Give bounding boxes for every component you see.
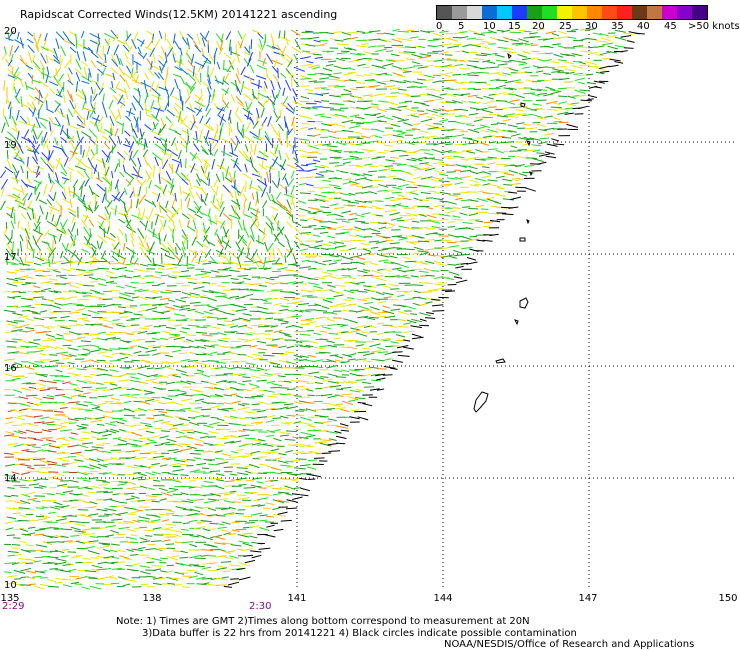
legend-swatch [512, 6, 527, 19]
legend-swatch [662, 6, 677, 19]
lon-label: 141 [287, 593, 307, 604]
credit-line: NOAA/NESDIS/Office of Research and Appli… [444, 639, 695, 650]
legend-label: 0 [436, 21, 443, 32]
lat-label: 17 [4, 252, 17, 263]
speed-legend: 0 5 10 15 20 25 30 35 40 45 >50 knots [436, 5, 740, 35]
lat-label: 10 [4, 580, 17, 591]
legend-swatch [572, 6, 587, 19]
legend-label: >50 knots [688, 21, 740, 32]
legend-swatch [467, 6, 482, 19]
legend-label: 20 [532, 21, 545, 32]
legend-swatch [617, 6, 632, 19]
legend-label: 30 [585, 21, 598, 32]
legend-swatch [692, 6, 707, 19]
note-line-1: Note: 1) Times are GMT 2)Times along bot… [116, 616, 530, 627]
legend-swatch [437, 6, 452, 19]
lat-label: 20 [4, 26, 17, 37]
time-label-left: 2:29 [2, 601, 25, 612]
time-label-mid: 2:30 [249, 601, 272, 612]
lon-label: 135 [0, 593, 20, 604]
lon-label: 150 [718, 593, 738, 604]
legend-swatch [587, 6, 602, 19]
legend-label: 40 [637, 21, 650, 32]
legend-label: 10 [483, 21, 496, 32]
wind-barbs [0, 27, 645, 590]
legend-swatch [647, 6, 662, 19]
legend-label: 35 [611, 21, 624, 32]
lon-label: 138 [142, 593, 162, 604]
legend-swatch [497, 6, 512, 19]
legend-swatch [557, 6, 572, 19]
legend-label: 45 [664, 21, 677, 32]
legend-label: 5 [458, 21, 465, 32]
legend-swatch [482, 6, 497, 19]
lat-label: 19 [4, 140, 17, 151]
note-line-2: 3)Data buffer is 22 hrs from 20141221 4)… [142, 628, 577, 639]
lon-label: 147 [578, 593, 598, 604]
legend-swatch [602, 6, 617, 19]
legend-label: 25 [559, 21, 572, 32]
legend-color-bar [436, 5, 708, 20]
lat-label: 14 [4, 473, 17, 484]
legend-swatch [677, 6, 692, 19]
legend-swatch [542, 6, 557, 19]
legend-swatch [452, 6, 467, 19]
lat-label: 16 [4, 363, 17, 374]
lon-label: 144 [433, 593, 453, 604]
legend-swatch [527, 6, 542, 19]
islands [473, 52, 533, 413]
map-title: Rapidscat Corrected Winds(12.5KM) 201412… [20, 8, 338, 21]
legend-swatch [632, 6, 647, 19]
legend-label: 15 [508, 21, 521, 32]
